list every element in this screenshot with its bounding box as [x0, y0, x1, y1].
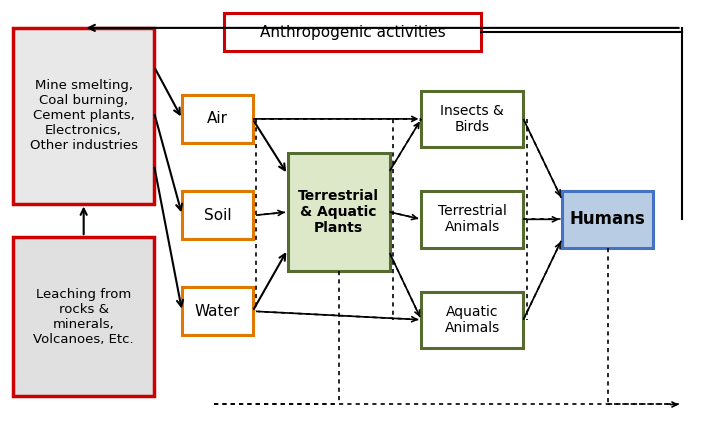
Text: Water: Water: [195, 304, 240, 319]
FancyBboxPatch shape: [288, 153, 390, 271]
FancyBboxPatch shape: [562, 191, 654, 248]
Text: Air: Air: [207, 112, 228, 126]
Text: Terrestrial
& Aquatic
Plants: Terrestrial & Aquatic Plants: [298, 189, 379, 235]
Text: Humans: Humans: [570, 210, 646, 228]
Text: Soil: Soil: [203, 208, 231, 223]
Text: Leaching from
rocks &
minerals,
Volcanoes, Etc.: Leaching from rocks & minerals, Volcanoe…: [33, 287, 134, 346]
FancyBboxPatch shape: [421, 191, 523, 248]
Text: Aquatic
Animals: Aquatic Animals: [445, 305, 500, 335]
FancyBboxPatch shape: [421, 292, 523, 348]
Text: Mine smelting,
Coal burning,
Cement plants,
Electronics,
Other industries: Mine smelting, Coal burning, Cement plan…: [30, 79, 138, 152]
Text: Insects &
Birds: Insects & Birds: [440, 104, 504, 134]
Text: Anthropogenic activities: Anthropogenic activities: [260, 25, 446, 39]
FancyBboxPatch shape: [13, 237, 154, 396]
FancyBboxPatch shape: [224, 13, 481, 51]
FancyBboxPatch shape: [182, 191, 252, 239]
FancyBboxPatch shape: [182, 95, 252, 143]
FancyBboxPatch shape: [421, 91, 523, 147]
Text: Terrestrial
Animals: Terrestrial Animals: [438, 204, 507, 234]
FancyBboxPatch shape: [182, 287, 252, 335]
FancyBboxPatch shape: [13, 28, 154, 204]
